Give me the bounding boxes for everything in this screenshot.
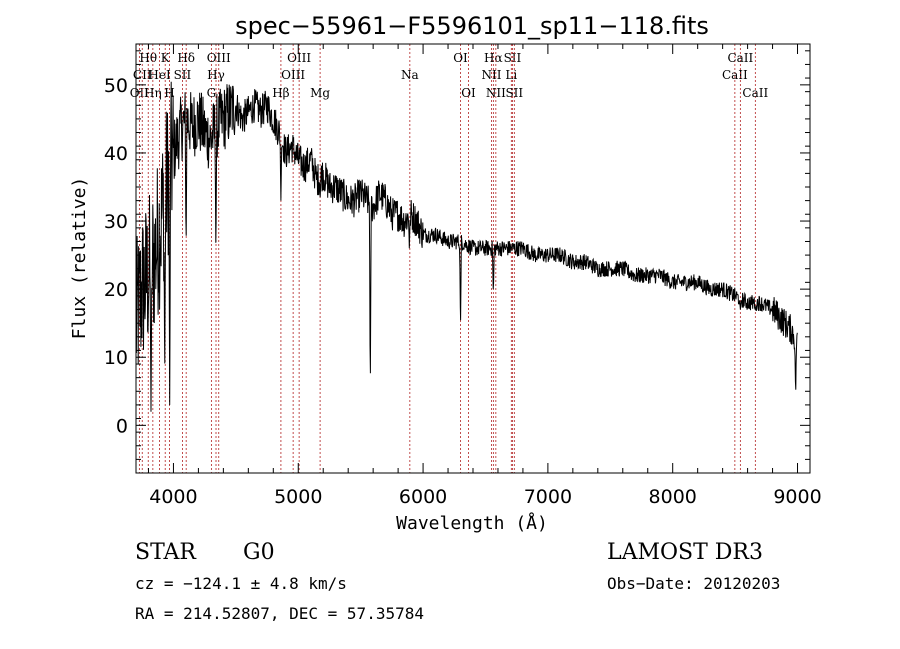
y-tick-label: 40 bbox=[104, 143, 128, 165]
line-marker-label: OIII bbox=[207, 51, 231, 65]
flux-series-line bbox=[135, 81, 798, 412]
line-marker-label: Hθ bbox=[139, 51, 157, 65]
line-marker-label: HeI bbox=[148, 68, 171, 82]
y-tick-label: 10 bbox=[104, 347, 128, 369]
line-marker-label: NII bbox=[481, 68, 501, 82]
x-tick-label: 6000 bbox=[399, 486, 447, 508]
line-marker-label: OI bbox=[453, 51, 468, 65]
axis-ticks: 4000 5000 6000 7000 8000 9000 0 10 20 30 40 50 bbox=[104, 44, 822, 508]
line-marker-label: Hα bbox=[484, 51, 503, 65]
y-tick-label: 50 bbox=[104, 75, 128, 97]
x-tick-label: 5000 bbox=[274, 486, 322, 508]
line-marker-label: OII bbox=[130, 86, 150, 100]
x-tick-label: 7000 bbox=[524, 486, 572, 508]
line-marker-label: NII bbox=[486, 86, 506, 100]
y-tick-label: 30 bbox=[104, 211, 128, 233]
y-tick-label: 0 bbox=[116, 415, 128, 437]
line-marker-label: Hδ bbox=[177, 51, 195, 65]
line-marker-label: SII bbox=[505, 86, 523, 100]
x-tick-label: 8000 bbox=[649, 486, 697, 508]
chart-title: spec−55961−F5596101_sp11−118.fits bbox=[235, 12, 709, 40]
x-axis-label: Wavelength (Å) bbox=[396, 512, 548, 534]
line-marker-label: Li bbox=[505, 68, 517, 82]
line-marker-label: OIII bbox=[281, 68, 305, 82]
line-marker-label: Na bbox=[401, 68, 419, 82]
y-tick-label: 20 bbox=[104, 279, 128, 301]
y-axis-label: Flux (relative) bbox=[69, 177, 90, 340]
spectral-class: STAR bbox=[135, 540, 196, 565]
line-marker-label: Mg bbox=[310, 86, 330, 100]
x-tick-label: 4000 bbox=[149, 486, 197, 508]
line-marker-label: SII bbox=[504, 51, 522, 65]
line-marker-label: OI bbox=[461, 86, 476, 100]
x-tick-label: 9000 bbox=[773, 486, 821, 508]
line-marker-label: CaII bbox=[742, 86, 768, 100]
line-marker-label: H bbox=[164, 86, 174, 100]
observation-date: Obs−Date: 20120203 bbox=[607, 574, 781, 593]
spectral-subclass: G0 bbox=[243, 540, 275, 565]
redshift-velocity: cz = −124.1 ± 4.8 km/s bbox=[135, 574, 347, 593]
spectrum-data bbox=[135, 81, 798, 412]
line-marker-label: OIII bbox=[287, 51, 311, 65]
line-marker-label: SII bbox=[174, 68, 192, 82]
line-marker-label: Hγ bbox=[207, 68, 225, 82]
line-marker-label: Hη bbox=[144, 86, 162, 100]
line-marker-label: G bbox=[207, 86, 217, 100]
line-marker-label: CaII bbox=[727, 51, 753, 65]
line-marker-label: CaII bbox=[722, 68, 748, 82]
survey-name: LAMOST DR3 bbox=[607, 540, 763, 565]
ra-dec-coordinates: RA = 214.52807, DEC = 57.35784 bbox=[135, 604, 424, 623]
line-marker-label: K bbox=[161, 51, 171, 65]
line-marker-label: Hβ bbox=[272, 86, 289, 100]
